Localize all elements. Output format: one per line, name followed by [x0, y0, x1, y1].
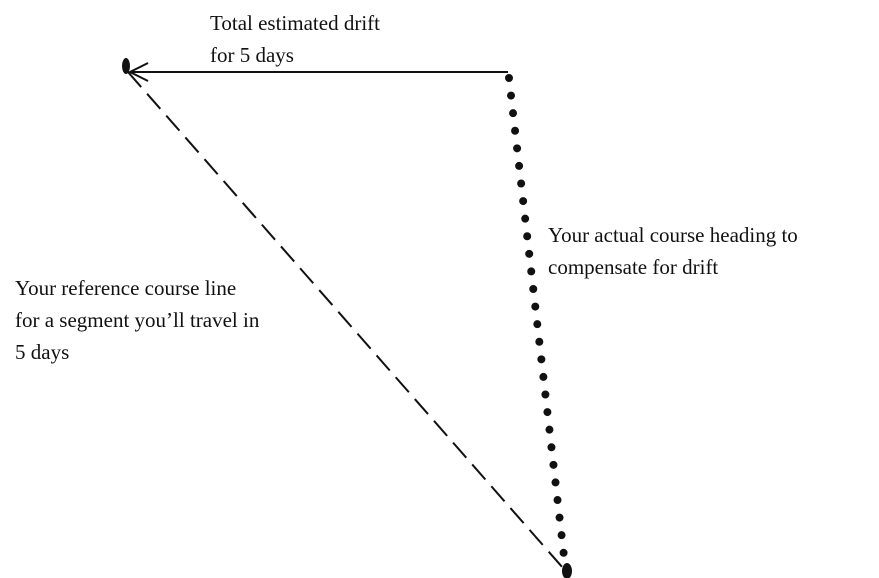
drift-label: Total estimated drift	[210, 11, 380, 35]
start-point	[122, 58, 130, 74]
actual-course-line	[505, 74, 569, 569]
drift-label: for 5 days	[210, 43, 294, 67]
reference-course-label: for a segment you’ll travel in	[15, 308, 260, 332]
reference-course-label: 5 days	[15, 340, 69, 364]
actual-course-label: Your actual course heading to	[548, 223, 798, 247]
end-point	[562, 563, 572, 578]
reference-course-line	[127, 71, 564, 569]
drift-arrowhead	[127, 62, 149, 82]
reference-course-label: Your reference course line	[15, 276, 236, 300]
actual-course-label: compensate for drift	[548, 255, 718, 279]
